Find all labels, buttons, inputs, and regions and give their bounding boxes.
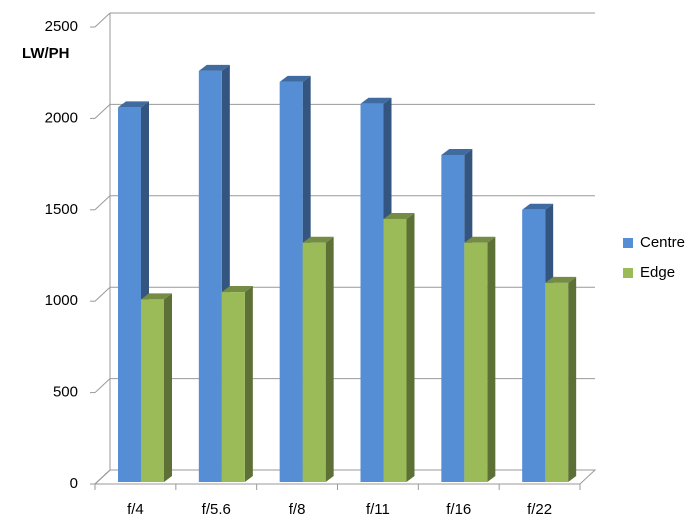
bar-side bbox=[568, 276, 577, 482]
x-tick-label: f/11 bbox=[366, 501, 390, 518]
bar-top bbox=[198, 64, 230, 71]
bar-top bbox=[118, 101, 149, 108]
bar-side bbox=[164, 293, 172, 482]
legend-label: Centre bbox=[640, 234, 685, 251]
bar-side bbox=[325, 236, 334, 482]
bar bbox=[302, 236, 334, 482]
bar-top bbox=[221, 286, 253, 293]
bar bbox=[383, 212, 415, 482]
bar-top bbox=[383, 212, 415, 219]
x-tick-label: f/16 bbox=[446, 501, 471, 518]
grid-line bbox=[94, 286, 111, 302]
grid-line bbox=[94, 378, 111, 393]
y-tick-label: 1000 bbox=[45, 292, 78, 309]
bar-top bbox=[464, 236, 496, 243]
legend-label: Edge bbox=[640, 264, 675, 281]
bar-front bbox=[198, 70, 222, 482]
bar-top bbox=[360, 97, 392, 104]
bar-front bbox=[118, 107, 141, 482]
bar-front bbox=[302, 242, 326, 482]
bar-front bbox=[522, 209, 546, 483]
y-tick-label: 1500 bbox=[45, 201, 78, 218]
y-tick-label: 2000 bbox=[45, 109, 78, 126]
bar-top bbox=[279, 75, 311, 82]
bar-front bbox=[383, 218, 407, 482]
x-tick-label: f/8 bbox=[289, 501, 306, 518]
bar-side bbox=[244, 286, 253, 482]
y-axis-label: LW/PH bbox=[22, 45, 70, 62]
bar-front bbox=[279, 81, 303, 482]
bar bbox=[545, 276, 577, 482]
bar bbox=[221, 286, 253, 482]
x-tick-label: f/4 bbox=[127, 501, 144, 518]
grid-line bbox=[94, 12, 111, 28]
grid-line bbox=[94, 195, 111, 211]
bar-front bbox=[545, 282, 569, 482]
y-tick-label: 0 bbox=[70, 475, 78, 492]
bar-front bbox=[141, 299, 164, 482]
y-tick-label: 2500 bbox=[45, 18, 78, 35]
bar-front bbox=[360, 103, 384, 482]
bar-top bbox=[302, 236, 334, 243]
grid-line bbox=[94, 469, 111, 485]
y-tick-label: 500 bbox=[53, 384, 78, 401]
bar-side bbox=[487, 236, 496, 482]
bar-side bbox=[406, 212, 415, 482]
legend-swatch bbox=[623, 268, 633, 278]
legend-swatch bbox=[623, 238, 633, 248]
bar-top bbox=[141, 293, 172, 300]
bar-front bbox=[464, 242, 488, 482]
x-tick-label: f/22 bbox=[527, 501, 552, 518]
bar-top bbox=[441, 148, 473, 155]
bar-front bbox=[441, 154, 465, 482]
bar bbox=[141, 293, 172, 482]
bar bbox=[464, 236, 496, 482]
bar-top bbox=[545, 276, 577, 283]
x-tick-label: f/5.6 bbox=[202, 501, 231, 518]
grid-line bbox=[94, 104, 111, 119]
bar-top bbox=[522, 203, 554, 210]
bar-front bbox=[221, 292, 245, 482]
